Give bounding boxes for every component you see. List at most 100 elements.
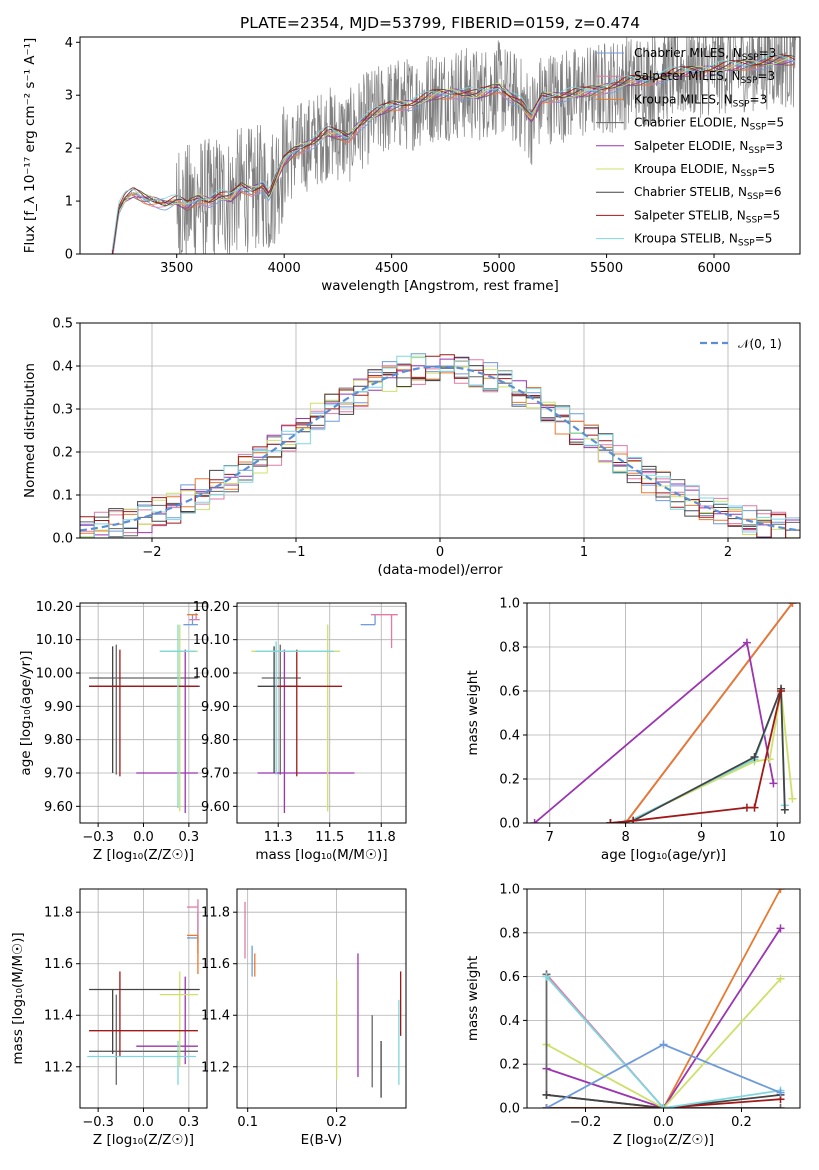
legend-label: Salpeter STELIB, NSSP=5 <box>634 208 780 225</box>
weight-marker <box>530 819 539 823</box>
x-tick-label: 5000 <box>483 261 516 276</box>
y-tick-label: 11.6 <box>201 957 230 972</box>
weight_vs_Z-plot-area <box>542 889 785 1108</box>
x-tick-label: 9 <box>697 830 705 845</box>
weight-line <box>546 889 782 1108</box>
x-tick-label: 6000 <box>697 261 730 276</box>
y-tick-label: 0.2 <box>499 1058 520 1073</box>
x-axis-label: Z [log₁₀(Z/Z☉)] <box>93 1132 194 1148</box>
x-axis-label: Z [log₁₀(Z/Z☉)] <box>613 1132 714 1148</box>
y-axis-label: mass weight <box>465 670 481 755</box>
x-tick-label: 2 <box>724 545 732 560</box>
weight-line <box>545 973 781 1108</box>
weight-marker <box>542 972 551 981</box>
x-tick-label: 0.0 <box>133 1115 154 1130</box>
errorbar <box>370 614 398 648</box>
y-tick-label: 0.4 <box>499 729 520 744</box>
spectrum-legend: Chabrier MILES, NSSP=3 Salpeter MILES, NS… <box>596 46 784 249</box>
errorbar <box>255 641 334 775</box>
y-tick-label: 10.10 <box>193 633 230 648</box>
age_vs_Z-plot-area <box>89 613 200 813</box>
weight-line <box>610 690 794 823</box>
y-axis-label: age [log₁₀(age/yr)] <box>18 650 34 775</box>
weight_vs_Z-frame <box>526 888 801 1109</box>
mass_vs_Z-frame <box>79 888 208 1109</box>
errorbar <box>261 644 301 775</box>
age_vs_Z-frame <box>79 602 208 824</box>
weight-marker <box>742 638 751 647</box>
y-tick-label: 0.4 <box>499 1014 520 1029</box>
x-axis-label: E(B-V) <box>301 1132 343 1148</box>
errorbar <box>136 976 198 1065</box>
mass_vs_EBV-axes: 0.1 0.2 11.2 11.4 11.6 11.8 E(B-V) <box>201 889 406 1148</box>
y-tick-label: 0.0 <box>499 817 520 832</box>
x-axis-label: age [log₁₀(age/yr)] <box>601 847 726 863</box>
weight-marker <box>780 805 789 814</box>
y-tick-label: 11.4 <box>44 1009 73 1024</box>
weight-marker <box>777 687 786 695</box>
x-axis-label: (data-model)/error <box>377 562 503 578</box>
x-tick-label: 0 <box>436 545 444 560</box>
y-tick-label: 10.00 <box>36 667 73 682</box>
spectrum-frame <box>79 36 801 255</box>
x-tick-label: 4000 <box>268 261 301 276</box>
y-tick-label: 0.3 <box>52 403 73 418</box>
y-tick-label: 11.8 <box>44 906 73 921</box>
y-tick-label: 2 <box>65 142 73 157</box>
x-axis-label: mass [log₁₀(M/M☉)] <box>255 847 387 863</box>
y-tick-label: 0 <box>65 248 73 263</box>
x-tick-label: 0.0 <box>653 1115 674 1130</box>
errorbar <box>89 649 198 777</box>
x-tick-label: −1 <box>286 545 305 560</box>
y-axis-label: Flux [f_λ 10⁻¹⁷ erg cm⁻² s⁻¹ A⁻¹] <box>22 38 38 254</box>
y-tick-label: 9.70 <box>44 767 73 782</box>
errorbar <box>276 649 343 777</box>
residual-histogram <box>80 355 800 538</box>
x-tick-label: 5500 <box>590 261 623 276</box>
y-tick-label: 9.60 <box>201 800 230 815</box>
y-tick-label: 9.70 <box>201 767 230 782</box>
y-tick-label: 9.90 <box>44 700 73 715</box>
y-tick-label: 11.2 <box>201 1060 230 1075</box>
errorbar <box>159 624 197 808</box>
x-tick-label: −0.3 <box>82 1115 114 1130</box>
y-tick-label: 9.90 <box>201 700 230 715</box>
weight-marker <box>542 1090 551 1099</box>
model-line <box>111 54 795 250</box>
y-tick-label: 11.8 <box>201 906 230 921</box>
weight-line <box>545 976 781 1108</box>
residuals-plot-area <box>80 353 800 538</box>
y-tick-label: 11.6 <box>44 957 73 972</box>
legend-label: Kroupa STELIB, NSSP=5 <box>634 232 772 249</box>
weight_vs_Z-axes: −0.2 0.0 0.2 0.0 0.2 0.4 0.6 0.8 1.0 Z [log₁₀(Z/Z… <box>465 883 800 1148</box>
weight-marker <box>765 755 774 764</box>
spectrum-plot-area <box>111 37 797 254</box>
y-tick-label: 10.00 <box>193 667 230 682</box>
weight-marker <box>659 1040 668 1049</box>
y-tick-label: 0.6 <box>499 685 520 700</box>
mass_vs_EBV-plot-area <box>244 901 402 1098</box>
mass_vs_EBV-frame <box>236 888 407 1109</box>
weight-marker <box>621 819 630 823</box>
weight-marker <box>776 889 785 893</box>
legend-label: Chabrier MILES, NSSP=3 <box>634 46 776 63</box>
errorbar <box>187 934 199 975</box>
x-tick-label: 10 <box>769 830 786 845</box>
legend-label: Kroupa MILES, NSSP=3 <box>634 92 767 109</box>
x-tick-label: 3500 <box>160 261 193 276</box>
x-axis-label: Z [log₁₀(Z/Z☉)] <box>93 847 194 863</box>
data-spectrum-line <box>111 37 797 254</box>
x-tick-label: 4500 <box>375 261 408 276</box>
weight-marker <box>606 819 615 823</box>
y-tick-label: 0.4 <box>52 360 73 375</box>
age_vs_mass-frame <box>236 602 407 824</box>
errorbar <box>89 646 200 773</box>
x-tick-label: 0.2 <box>326 1115 347 1130</box>
y-axis-label: Normed distribution <box>22 363 38 498</box>
errorbar <box>257 649 355 813</box>
mass_vs_Z-plot-area <box>87 899 200 1085</box>
weight-marker <box>776 1104 785 1108</box>
weight-marker <box>788 603 797 607</box>
age_vs_mass-axes: 11.3 11.5 11.8 9.60 9.70 9.80 9.90 10.00 10.10 10… <box>193 600 406 863</box>
x-tick-label: −2 <box>142 545 161 560</box>
